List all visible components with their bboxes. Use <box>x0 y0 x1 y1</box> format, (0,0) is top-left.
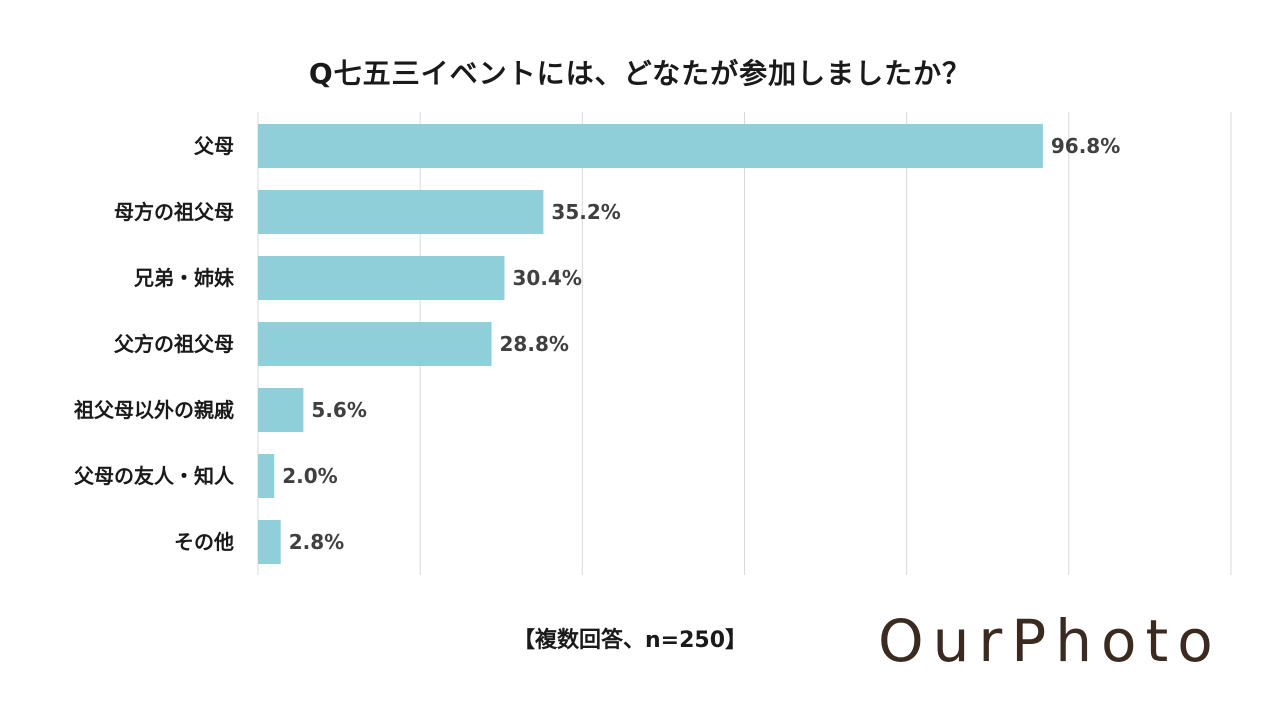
bar <box>258 454 275 498</box>
bar <box>258 124 1043 168</box>
category-label: 父母 <box>193 134 234 158</box>
value-label: 35.2% <box>551 200 620 224</box>
value-label: 2.0% <box>282 464 337 488</box>
value-label: 28.8% <box>500 332 569 356</box>
bar <box>258 190 544 234</box>
bar <box>258 322 492 366</box>
category-label: 父母の友人・知人 <box>73 464 235 488</box>
value-label: 2.8% <box>289 530 344 554</box>
value-label: 96.8% <box>1051 134 1120 158</box>
footnote: 【複数回答、n=250】 <box>512 628 748 653</box>
ourphoto-logo: OurPhoto <box>878 607 1222 675</box>
bar <box>258 256 505 300</box>
bar <box>258 520 281 564</box>
category-label: 母方の祖父母 <box>114 200 234 224</box>
category-label: その他 <box>174 530 234 554</box>
bar <box>258 388 304 432</box>
value-label: 5.6% <box>311 398 366 422</box>
category-label: 兄弟・姉妹 <box>133 266 235 290</box>
category-label: 祖父母以外の親戚 <box>73 398 234 422</box>
bars <box>258 124 1043 564</box>
value-label: 30.4% <box>512 266 581 290</box>
category-label: 父方の祖父母 <box>113 332 234 356</box>
chart-title: Q七五三イベントには、どなたが参加しましたか？ <box>308 57 972 90</box>
labels: 父母 96.8% 母方の祖父母 35.2% 兄弟・姉妹 30.4% 父方の祖父母 28.8% 祖… <box>73 134 1120 554</box>
